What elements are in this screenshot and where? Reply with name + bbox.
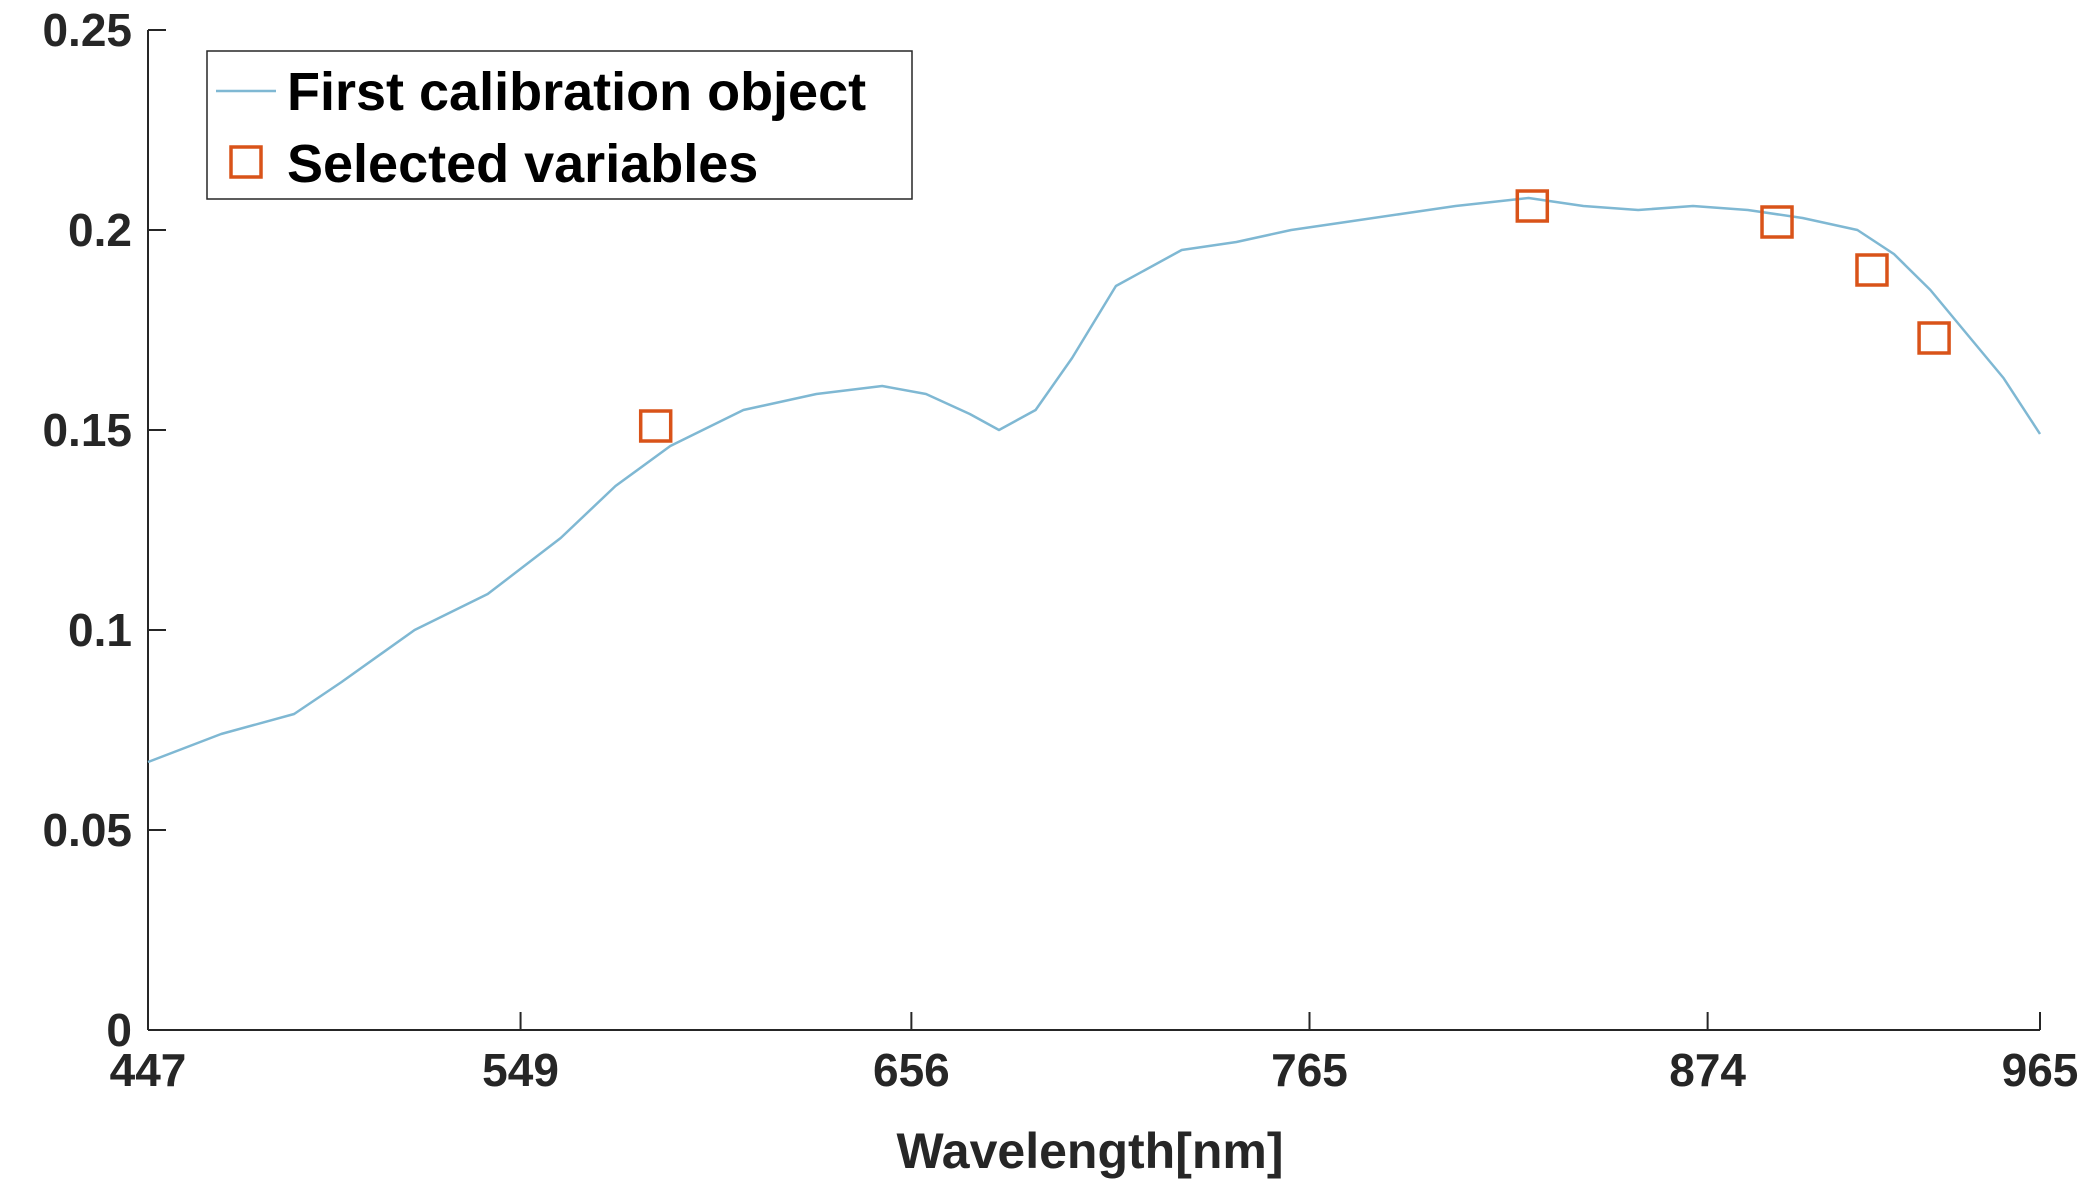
y-tick-label: 0.25 [42, 4, 132, 56]
y-tick-label: 0.1 [68, 604, 132, 656]
selected-variable-marker [1760, 205, 1794, 239]
legend: First calibration object Selected variabl… [206, 50, 913, 200]
legend-label-first-calibration-object: First calibration object [287, 62, 866, 122]
x-tick-label: 874 [1669, 1044, 1746, 1096]
x-ticks: 447 549 656 765 874 965 [110, 1012, 2079, 1096]
plot-area [147, 189, 2042, 764]
selected-variable-marker [638, 409, 673, 443]
x-tick-label: 765 [1271, 1044, 1348, 1096]
x-tick-label: 656 [873, 1044, 950, 1096]
x-axis-title: Wavelength[nm] [896, 1123, 1283, 1179]
y-tick-label: 0 [106, 1004, 132, 1056]
x-tick-label: 549 [482, 1044, 559, 1096]
y-tick-label: 0.15 [42, 404, 132, 456]
legend-label-selected-variables: Selected variables [287, 134, 758, 194]
x-tick-label: 447 [110, 1044, 187, 1096]
selected-variable-marker [1515, 189, 1550, 223]
y-tick-label: 0.05 [42, 804, 132, 856]
y-ticks: 0 0.05 0.1 0.15 0.2 0.25 [42, 4, 166, 1056]
legend-box [206, 50, 913, 200]
x-tick-label: 965 [2002, 1044, 2079, 1096]
y-tick-label: 0.2 [68, 204, 132, 256]
selected-variable-marker [1855, 253, 1889, 287]
legend-marker-swatch [229, 145, 263, 179]
series-line-first-calibration-object [147, 196, 2042, 764]
axes [147, 30, 2040, 1031]
selected-variable-marker [1917, 321, 1951, 355]
